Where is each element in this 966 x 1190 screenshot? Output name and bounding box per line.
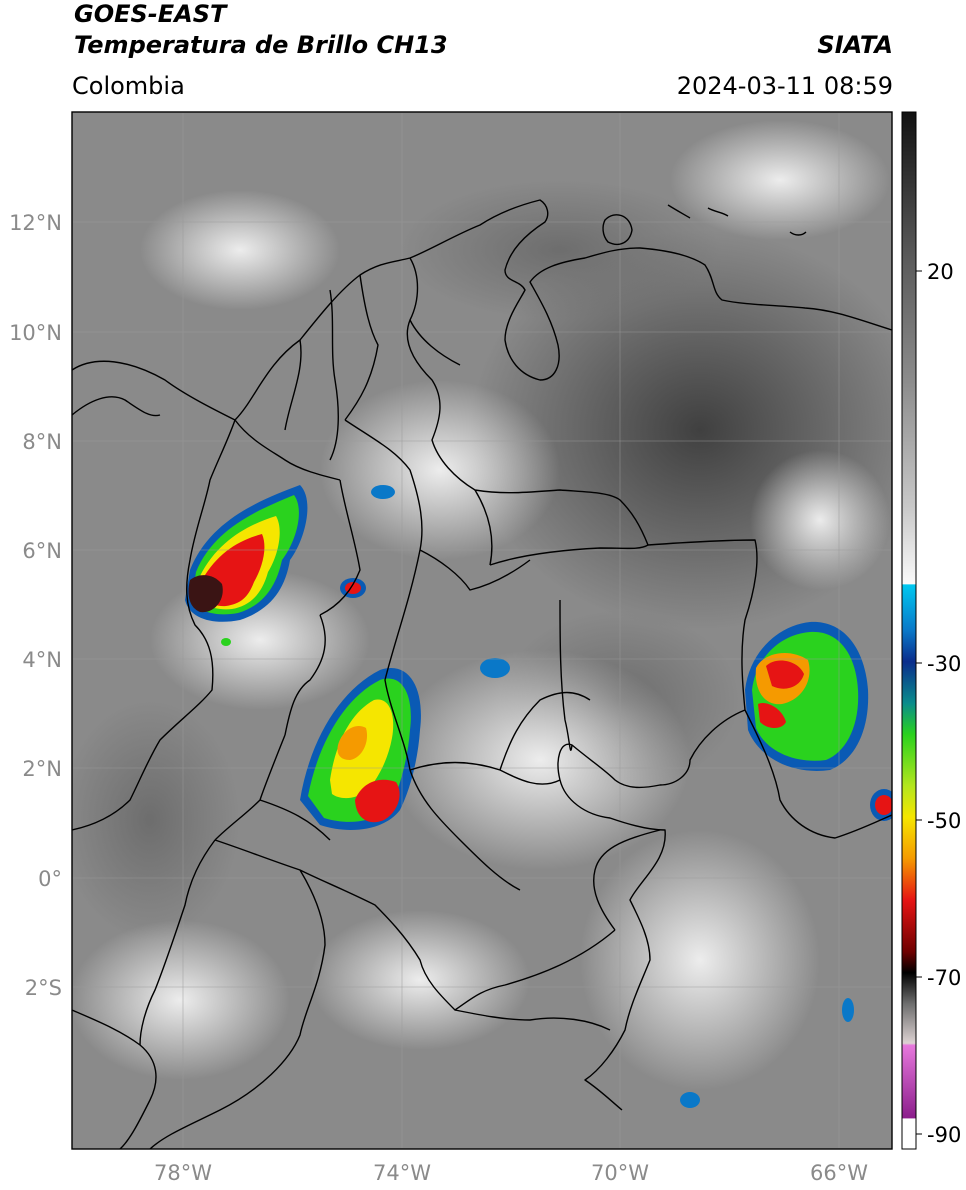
colorbar-labels: 20 -30 -50 -70 -90 <box>927 260 961 1147</box>
map-frame <box>71 111 893 1150</box>
product-title: Temperatura de Brillo CH13 <box>74 31 448 59</box>
datetime-label: 2024-03-11 08:59 <box>676 72 893 100</box>
colorbar: 20 -30 -50 -70 -90 <box>901 111 961 1150</box>
map-image <box>72 112 892 1149</box>
agency-label: SIATA <box>817 31 893 59</box>
latitude-labels: 12°N 10°N 8°N 6°N 4°N 2°N 0° 2°S <box>9 211 62 1000</box>
colorbar-label: -30 <box>927 652 961 676</box>
graticule <box>72 112 892 1149</box>
region-label: Colombia <box>72 72 185 100</box>
lon-label: 66°W <box>810 1161 868 1185</box>
colorbar-ticks <box>916 270 922 1135</box>
lat-label: 4°N <box>22 648 62 672</box>
longitude-labels: 78°W 74°W 70°W 66°W <box>154 1161 868 1185</box>
colorbar-label: 20 <box>927 260 954 284</box>
lat-label: 0° <box>38 867 62 891</box>
lat-label: 10°N <box>9 321 62 345</box>
lon-label: 70°W <box>591 1161 649 1185</box>
satellite-title: GOES-EAST <box>74 0 227 28</box>
lat-label: 12°N <box>9 211 62 235</box>
lon-label: 78°W <box>154 1161 212 1185</box>
storm-cell-choco <box>185 485 308 622</box>
lon-label: 74°W <box>373 1161 431 1185</box>
lat-label: 2°N <box>22 757 62 781</box>
colorbar-gradient <box>902 112 916 1149</box>
lat-label: 6°N <box>22 539 62 563</box>
colorbar-frame <box>901 111 917 1150</box>
colorbar-label: -50 <box>927 809 961 833</box>
storm-cells-small <box>221 485 892 1108</box>
lat-label: 2°S <box>25 976 62 1000</box>
lat-label: 8°N <box>22 430 62 454</box>
borders <box>72 199 892 1149</box>
colorbar-label: -90 <box>927 1123 961 1147</box>
colorbar-label: -70 <box>927 966 961 990</box>
storm-cell-south <box>300 668 421 830</box>
